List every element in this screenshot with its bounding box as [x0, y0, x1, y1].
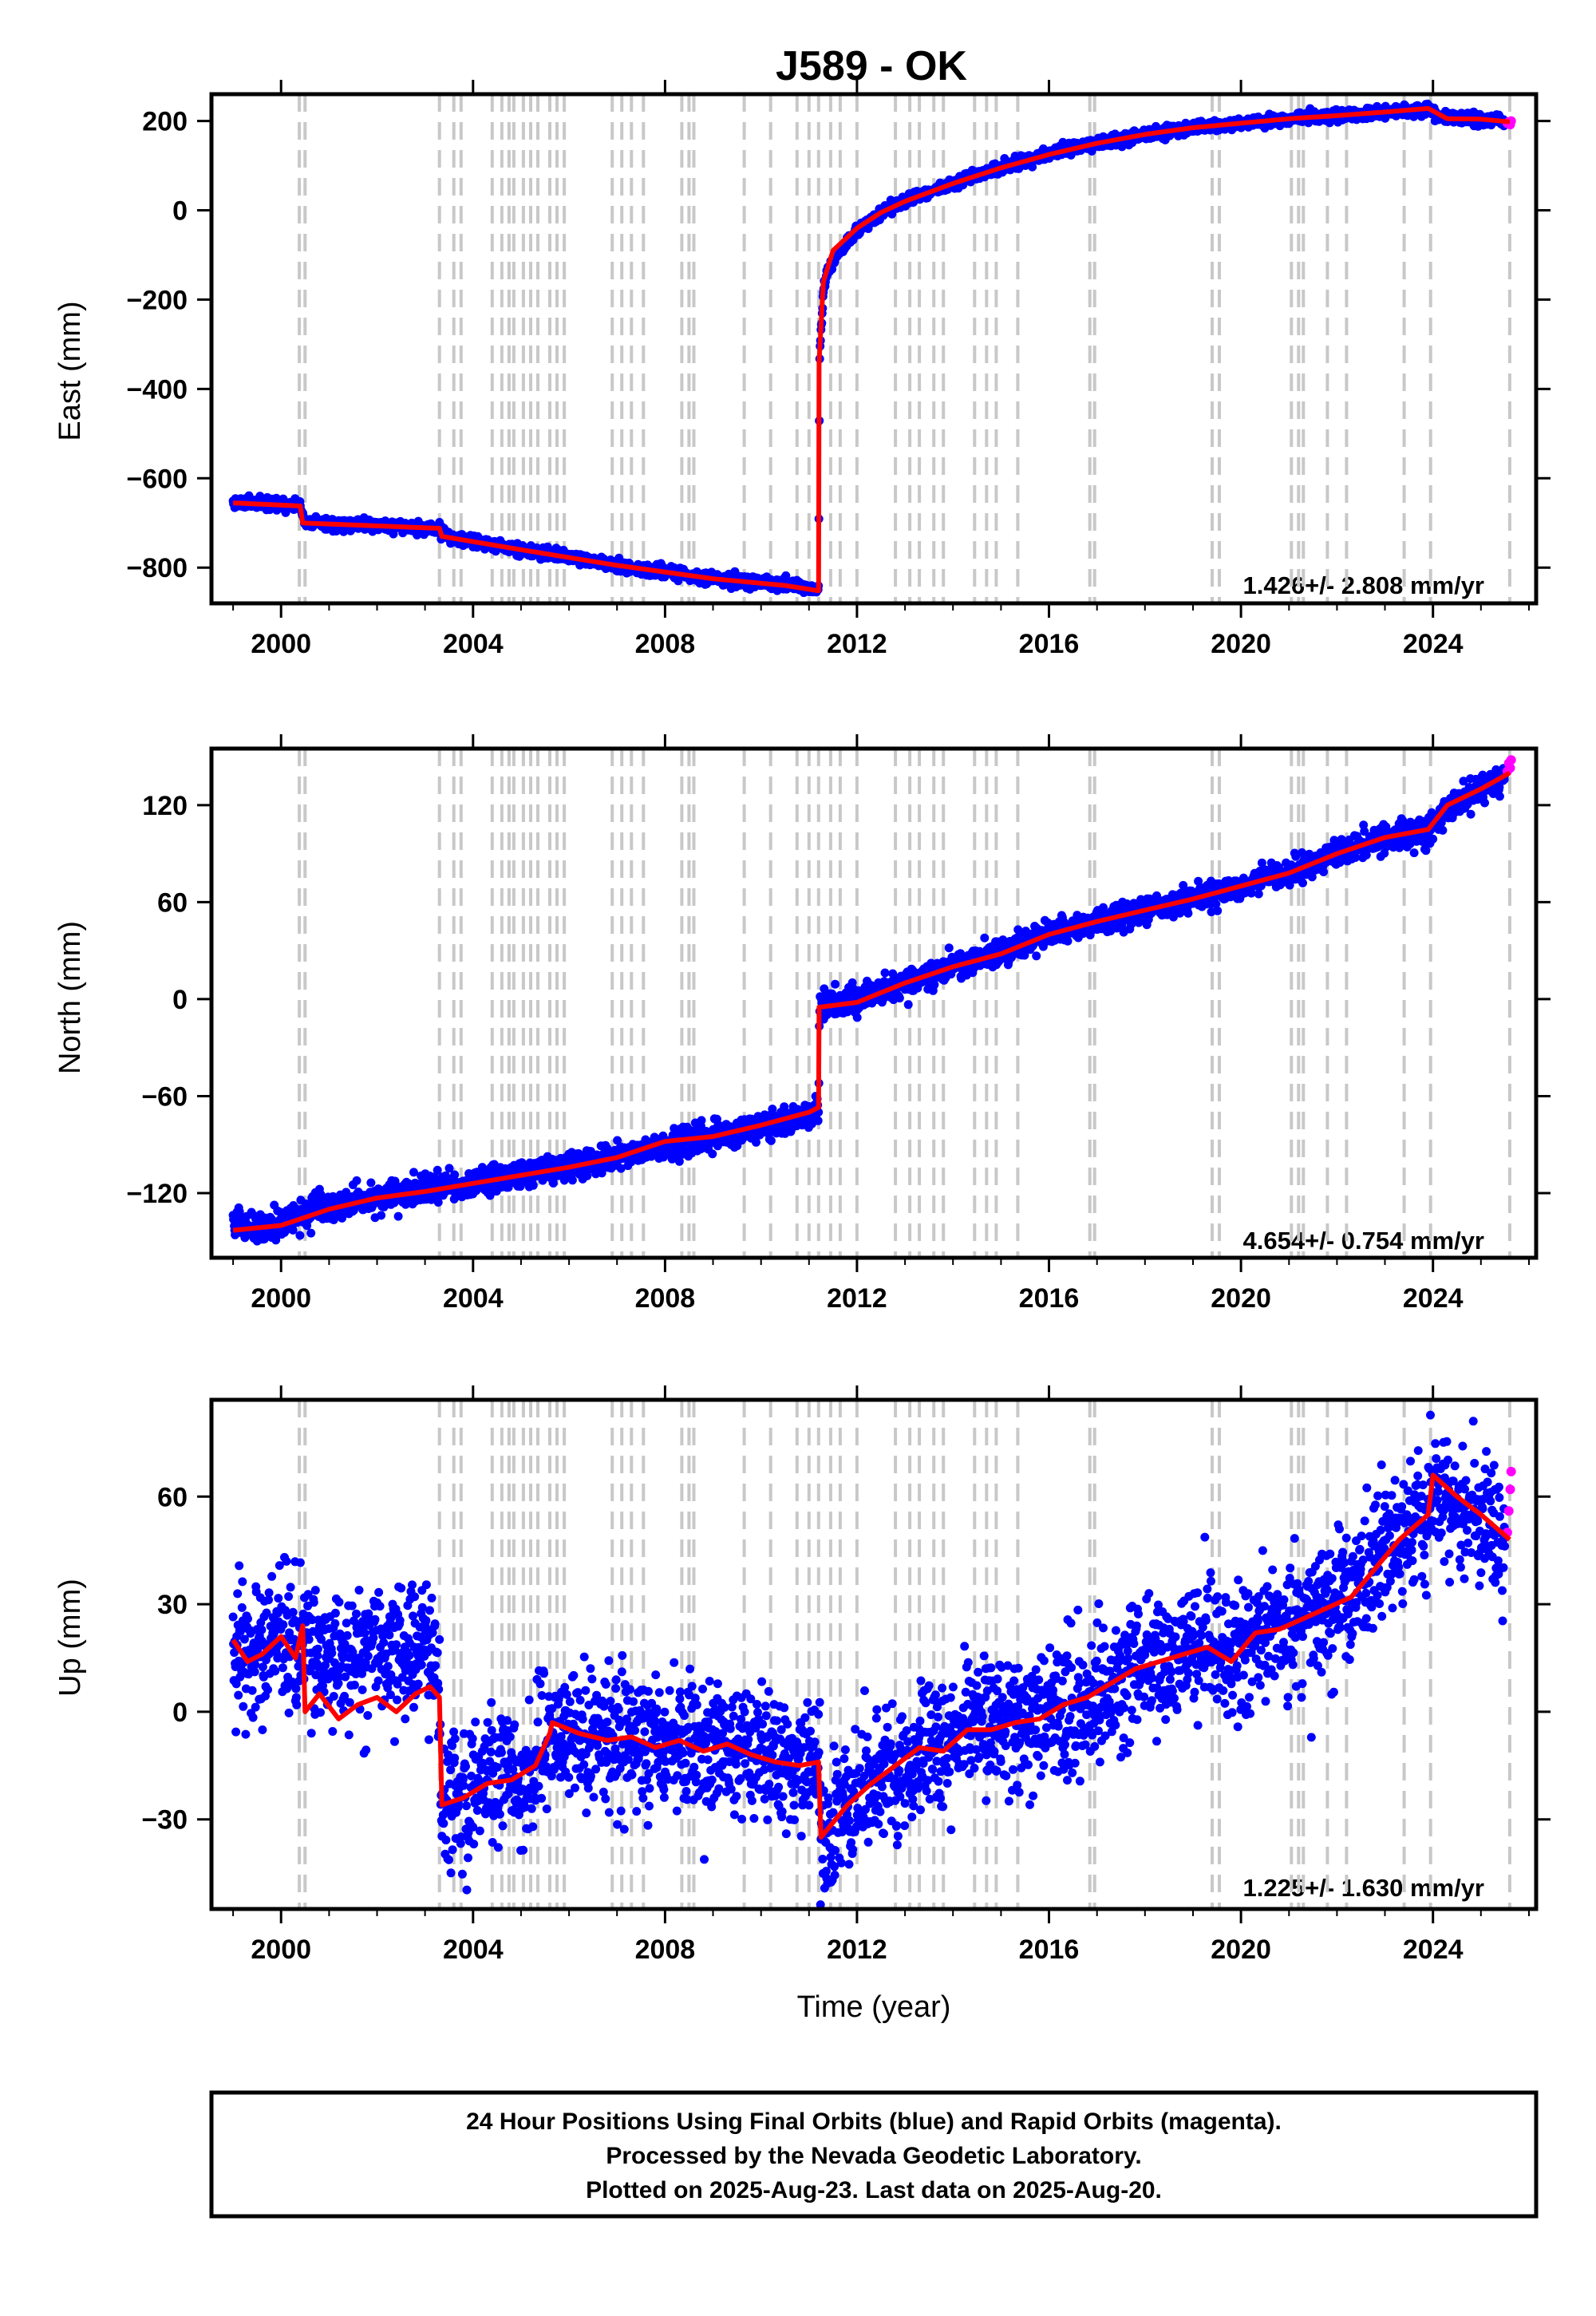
north-xtick-label-6: 2024 — [1403, 1283, 1464, 1314]
east-ytick-label-5: −800 — [126, 553, 188, 583]
north-xtick-label-5: 2020 — [1211, 1283, 1271, 1314]
north-frame — [209, 746, 1539, 1260]
east-ytick-label-1: 0 — [172, 196, 188, 227]
up-rapid-orbit-point-3 — [1506, 1466, 1516, 1476]
up-xtick-label-3: 2012 — [827, 1935, 887, 1965]
north-ytick-label-1: 60 — [157, 887, 188, 918]
north-xtick-label-1: 2004 — [443, 1283, 504, 1314]
north-xtick-label-2: 2008 — [635, 1283, 696, 1314]
east-xtick-label-0: 2000 — [251, 629, 311, 659]
east-final-orbit-points — [228, 99, 1510, 598]
up-final-orbit-points — [228, 1410, 1510, 1909]
up-rapid-orbit-point-2 — [1505, 1484, 1515, 1495]
north-final-orbit-points — [228, 764, 1510, 1246]
east-xtick-label-2: 2008 — [635, 629, 696, 659]
north-panel: North (mm) 4.654+/- 0.754 mm/yr 2000 2004… — [53, 734, 1551, 1314]
east-xtick-label-6: 2024 — [1403, 629, 1464, 659]
east-model-line — [232, 105, 1511, 594]
up-panel: Up (mm) Time (year) 1.225+/- 1.630 mm/yr… — [53, 1385, 1551, 2024]
east-xtick-label-4: 2016 — [1019, 629, 1080, 659]
north-ytick-label-4: −120 — [126, 1179, 188, 1209]
east-rate-label: 1.426+/- 2.808 mm/yr — [1243, 571, 1484, 599]
footer-line-1: 24 Hour Positions Using Final Orbits (bl… — [466, 2109, 1282, 2135]
up-rate-label: 1.225+/- 1.630 mm/yr — [1243, 1874, 1484, 1902]
north-rapid-orbit-point-3 — [1506, 755, 1516, 765]
up-xtick-label-2: 2008 — [635, 1935, 696, 1965]
north-rate-label: 4.654+/- 0.754 mm/yr — [1243, 1227, 1484, 1255]
up-ytick-label-2: 0 — [172, 1697, 188, 1728]
north-model-line — [232, 770, 1511, 1233]
up-xtick-label-5: 2020 — [1211, 1935, 1271, 1965]
time-xlabel: Time (year) — [797, 1990, 951, 2024]
north-ytick-label-3: −60 — [141, 1082, 188, 1113]
east-frame — [209, 92, 1539, 606]
east-ytick-label-4: −600 — [126, 464, 188, 494]
north-xtick-label-3: 2012 — [827, 1283, 887, 1314]
up-xtick-label-1: 2004 — [443, 1935, 504, 1965]
north-ytick-label-0: 120 — [142, 791, 188, 821]
up-model-line — [231, 1472, 1511, 1840]
east-panel: East (mm) 1.426+/- 2.808 mm/yr 2000 2004 2… — [53, 80, 1551, 659]
up-xtick-label-0: 2000 — [251, 1935, 311, 1965]
up-frame — [209, 1397, 1539, 1911]
east-xtick-label-3: 2012 — [827, 629, 887, 659]
figure-title: J589 - OK — [776, 43, 967, 89]
up-xtick-label-4: 2016 — [1019, 1935, 1080, 1965]
up-ytick-label-0: 60 — [157, 1482, 188, 1512]
north-rapid-orbit-point-2 — [1505, 763, 1515, 773]
east-xtick-label-5: 2020 — [1211, 629, 1271, 659]
up-xtick-label-6: 2024 — [1403, 1935, 1464, 1965]
east-ylabel: East (mm) — [53, 301, 87, 441]
up-ytick-label-3: −30 — [141, 1805, 188, 1836]
footer-line-2: Processed by the Nevada Geodetic Laborat… — [606, 2143, 1141, 2169]
east-ytick-label-0: 200 — [142, 107, 188, 137]
north-ylabel: North (mm) — [53, 921, 87, 1074]
footer-line-3: Plotted on 2025-Aug-23. Last data on 202… — [586, 2177, 1162, 2203]
north-xtick-label-4: 2016 — [1019, 1283, 1080, 1314]
north-ytick-label-2: 0 — [172, 985, 188, 1015]
footer-box: 24 Hour Positions Using Final Orbits (bl… — [209, 2090, 1539, 2219]
east-ytick-label-3: −400 — [126, 374, 188, 405]
footer-frame — [209, 2090, 1539, 2219]
east-xtick-label-1: 2004 — [443, 629, 504, 659]
up-rapid-orbit-point-1 — [1503, 1506, 1514, 1516]
east-ytick-label-2: −200 — [126, 285, 188, 315]
up-ylabel: Up (mm) — [53, 1579, 87, 1697]
north-xtick-label-0: 2000 — [251, 1283, 311, 1314]
up-ytick-label-1: 30 — [157, 1590, 188, 1620]
